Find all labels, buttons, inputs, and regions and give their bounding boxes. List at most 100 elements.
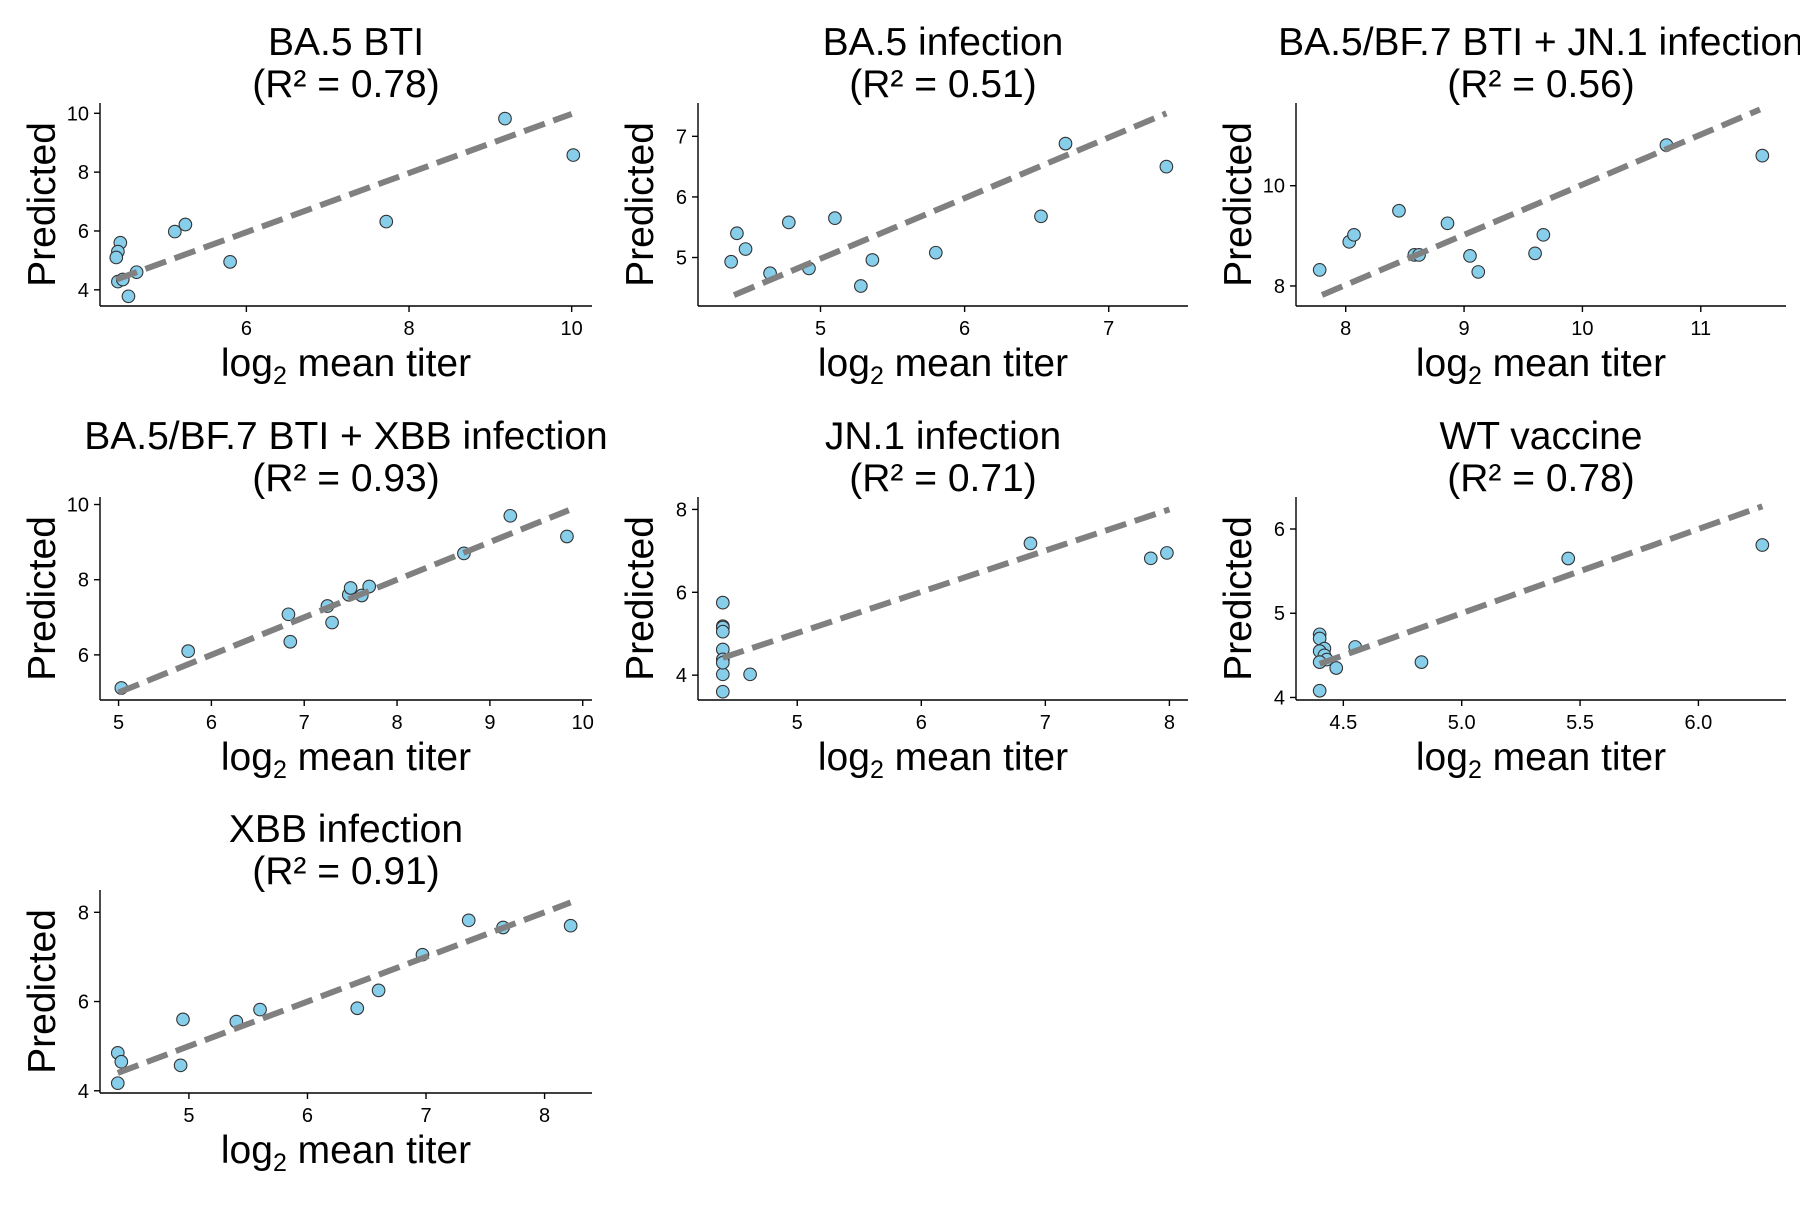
y-tick-label: 6 — [78, 645, 89, 667]
y-tick-label: 10 — [67, 495, 89, 517]
data-point — [1034, 209, 1048, 224]
scatter-panel-6: WT vaccine(R² = 0.78) 4.5 5.0 5.5 6.0 4 5 6 log2… — [1217, 415, 1786, 784]
data-point — [325, 615, 339, 630]
panel-subtitle: (R² = 0.93) — [252, 457, 439, 500]
data-point — [176, 1012, 190, 1027]
data-point — [715, 624, 730, 639]
x-tick-label: 6 — [302, 1105, 313, 1127]
data-point — [1536, 227, 1551, 242]
x-tick-label: 5.0 — [1448, 712, 1476, 734]
y-tick-label: 10 — [1263, 176, 1285, 198]
x-tick-label: 8 — [1340, 318, 1351, 340]
y-tick-label: 6 — [78, 992, 89, 1014]
x-tick-label: 5 — [792, 712, 803, 734]
data-point — [461, 913, 476, 928]
y-tick-label: 7 — [676, 126, 687, 148]
panel-subtitle: (R² = 0.51) — [849, 63, 1036, 106]
data-point — [865, 253, 880, 267]
data-point — [1159, 159, 1174, 174]
data-point — [1755, 538, 1770, 552]
x-axis-label: log2 mean titer — [221, 736, 471, 784]
data-point — [781, 215, 796, 230]
fit-line — [116, 899, 572, 1076]
panel-subtitle: (R² = 0.71) — [849, 457, 1036, 500]
y-axis-label: Predicted — [21, 909, 64, 1074]
data-point — [1440, 216, 1455, 231]
y-axis-label: Predicted — [619, 122, 662, 287]
data-point — [566, 148, 581, 162]
data-point — [715, 595, 730, 610]
y-tick-label: 5 — [676, 248, 687, 270]
x-tick-label: 7 — [1103, 318, 1114, 340]
x-tick-label: 10 — [561, 318, 583, 340]
data-point — [178, 217, 193, 232]
x-tick-label: 6 — [916, 712, 927, 734]
data-point — [1414, 655, 1429, 669]
x-tick-label: 8 — [1164, 712, 1175, 734]
fit-line — [117, 507, 570, 696]
data-point — [1755, 148, 1770, 163]
data-point — [724, 254, 738, 269]
y-axis-label: Predicted — [1217, 122, 1260, 287]
y-tick-label: 4 — [78, 280, 89, 302]
panel-title: BA.5/BF.7 BTI + XBB infection — [84, 415, 608, 458]
data-point — [498, 111, 512, 126]
panel-title: BA.5 infection — [823, 21, 1064, 64]
panel-title: JN.1 infection — [825, 415, 1061, 458]
scatter-panel-3: BA.5/BF.7 BTI + JN.1 infection(R² = 0.56… — [1217, 21, 1800, 390]
x-tick-label: 11 — [1690, 318, 1711, 340]
x-tick-label: 5.5 — [1566, 712, 1594, 734]
x-tick-label: 5 — [183, 1105, 194, 1127]
data-point — [563, 918, 578, 933]
data-point — [928, 245, 943, 260]
data-point — [1058, 136, 1073, 151]
x-tick-label: 5 — [113, 712, 124, 734]
data-point — [114, 1054, 129, 1069]
y-axis-label: Predicted — [21, 122, 64, 287]
y-tick-label: 10 — [67, 103, 89, 125]
data-point — [1023, 536, 1038, 551]
x-axis-label: log2 mean titer — [1416, 342, 1666, 390]
x-tick-label: 8 — [391, 712, 402, 734]
x-tick-label: 10 — [572, 712, 594, 734]
panel-subtitle: (R² = 0.56) — [1447, 63, 1634, 106]
data-point — [173, 1058, 188, 1073]
data-point — [1471, 265, 1486, 279]
data-point — [1347, 227, 1361, 242]
panel-title: BA.5 BTI — [268, 21, 424, 64]
x-axis-label: log2 mean titer — [221, 342, 471, 390]
y-tick-label: 4 — [78, 1081, 89, 1103]
fit-line — [732, 110, 1168, 298]
data-point — [828, 211, 842, 225]
y-tick-label: 8 — [78, 902, 89, 924]
y-tick-label: 6 — [676, 187, 687, 209]
y-tick-label: 8 — [1274, 276, 1285, 298]
panel-title: XBB infection — [229, 808, 463, 851]
data-point — [283, 634, 298, 649]
data-point — [343, 581, 358, 595]
y-axis-label: Predicted — [21, 516, 64, 681]
data-point — [110, 1076, 125, 1091]
scatter-panel-7: XBB infection(R² = 0.91) 5 6 7 8 4 6 8 log2 mean… — [21, 808, 592, 1177]
fit-line — [721, 506, 1171, 661]
data-point — [379, 214, 394, 229]
x-axis-label: log2 mean titer — [221, 1129, 471, 1177]
fit-line — [1318, 503, 1764, 667]
data-point — [715, 684, 730, 699]
scatter-panel-1: BA.5 BTI(R² = 0.78) 6 8 10 4 6 8 10 log2 mean ti… — [21, 21, 592, 390]
x-axis-label: log2 mean titer — [818, 736, 1068, 784]
panel-subtitle: (R² = 0.78) — [1447, 457, 1634, 500]
scatter-panel-2: BA.5 infection(R² = 0.51) 5 6 7 5 6 7 log2 mean… — [619, 21, 1188, 390]
fit-line — [115, 111, 573, 283]
scatter-panel-4: BA.5/BF.7 BTI + XBB infection(R² = 0.93)… — [21, 415, 608, 784]
data-point — [181, 644, 196, 658]
data-point — [854, 279, 868, 293]
data-point — [738, 242, 753, 256]
data-point — [167, 224, 182, 239]
x-tick-label: 5 — [815, 318, 826, 340]
data-point — [121, 289, 136, 304]
panel-title: WT vaccine — [1440, 415, 1643, 458]
x-tick-label: 8 — [403, 318, 414, 340]
